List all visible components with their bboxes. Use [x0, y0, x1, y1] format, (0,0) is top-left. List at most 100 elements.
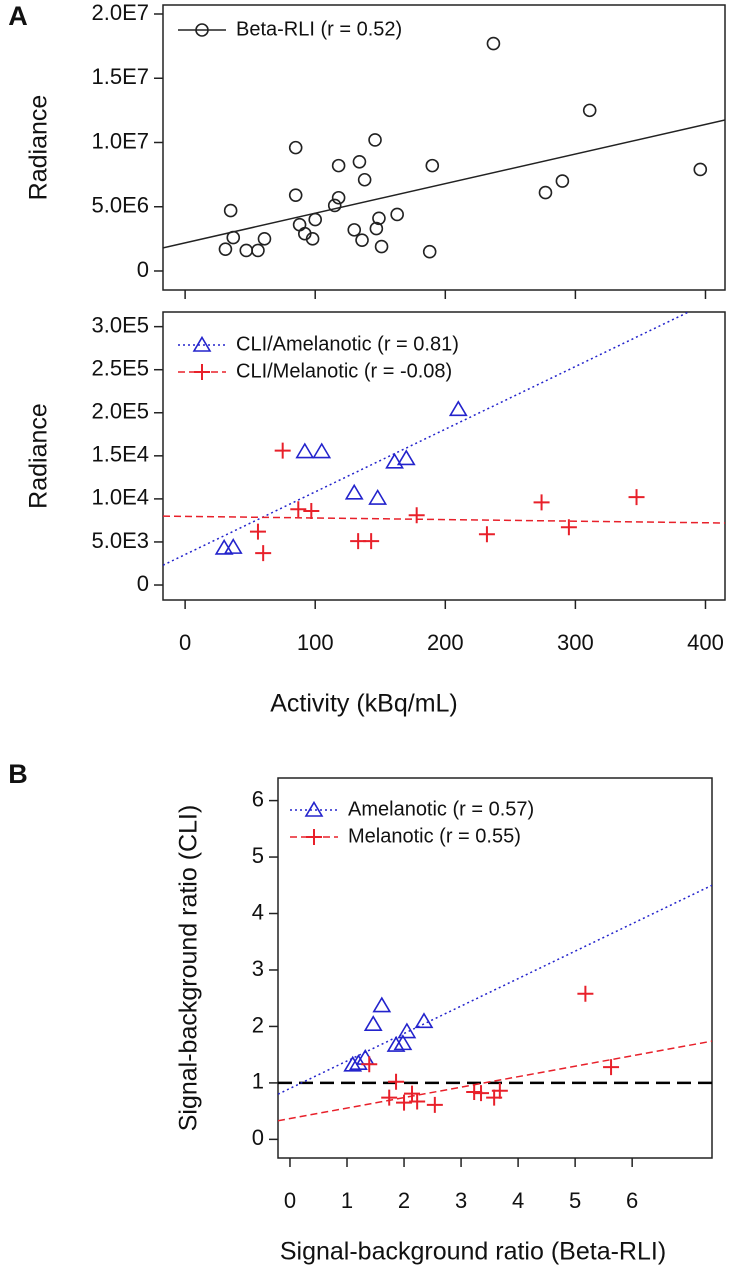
- point: [349, 1054, 368, 1070]
- point: [603, 1059, 620, 1076]
- point: [352, 154, 367, 169]
- point: [408, 507, 425, 524]
- x-tick-label: 1: [341, 1188, 353, 1213]
- x-tick-label: 3: [455, 1188, 467, 1213]
- point: [303, 502, 320, 519]
- x-tick-label: 6: [626, 1188, 638, 1213]
- x-axis-label: Signal-background ratio (Beta-RLI): [280, 1238, 666, 1266]
- y-tick-label: 2.0E5: [92, 399, 150, 424]
- legend-marker: [192, 335, 212, 352]
- point: [426, 1096, 443, 1113]
- x-tick-label: 200: [427, 630, 464, 655]
- point: [409, 1093, 426, 1110]
- y-tick-label: 0: [252, 1125, 264, 1150]
- point: [396, 449, 416, 466]
- point: [478, 526, 495, 543]
- point: [374, 239, 389, 254]
- legend-label: Melanotic (r = 0.55): [348, 825, 521, 847]
- point: [363, 533, 380, 550]
- point: [214, 538, 234, 555]
- point: [355, 233, 369, 247]
- point: [414, 1012, 434, 1029]
- point: [327, 198, 342, 213]
- point: [368, 488, 388, 505]
- point: [582, 103, 597, 118]
- x-tick-label: 100: [297, 630, 334, 655]
- point: [290, 501, 307, 518]
- point: [251, 243, 265, 258]
- point: [357, 172, 372, 187]
- legend-label: Beta-RLI (r = 0.52): [236, 18, 402, 40]
- x-tick-label: 5: [569, 1188, 581, 1213]
- legend-marker: [195, 23, 209, 37]
- point: [249, 523, 266, 540]
- panel-label: B: [8, 759, 28, 789]
- fit-line: [163, 312, 689, 566]
- point: [372, 211, 386, 226]
- point: [372, 996, 392, 1013]
- y-tick-label: 4: [252, 899, 264, 924]
- point: [422, 244, 437, 259]
- point: [425, 158, 440, 173]
- fit-line: [163, 119, 725, 249]
- point: [368, 133, 382, 147]
- x-tick-label: 4: [512, 1188, 524, 1213]
- point: [347, 223, 362, 237]
- y-tick-label: 1.0E4: [92, 485, 150, 510]
- legend-label: CLI/Amelanotic (r = 0.81): [236, 333, 459, 355]
- point: [538, 185, 553, 200]
- plot-frame: [277, 777, 713, 1159]
- y-tick-label: 3.0E5: [92, 312, 150, 337]
- y-tick-label: 3: [252, 956, 264, 981]
- point: [466, 1083, 483, 1100]
- legend-label: CLI/Melanotic (r = -0.08): [236, 360, 452, 382]
- y-tick-label: 0: [137, 257, 149, 282]
- y-tick-label: 1.5E7: [92, 64, 150, 89]
- point: [288, 188, 303, 202]
- legend-marker: [306, 829, 322, 845]
- y-tick-label: 1.5E4: [92, 442, 150, 467]
- point: [577, 985, 594, 1002]
- point: [305, 232, 320, 246]
- y-axis-label: Signal-background ratio (CLI): [175, 805, 203, 1132]
- point: [288, 140, 303, 155]
- y-tick-label: 5.0E6: [92, 193, 150, 218]
- x-tick-label: 0: [179, 630, 191, 655]
- point: [343, 1055, 363, 1072]
- point: [533, 494, 550, 511]
- y-tick-label: 1.0E7: [92, 128, 150, 153]
- y-tick-label: 0: [137, 571, 149, 596]
- point: [397, 1022, 417, 1039]
- point: [226, 230, 241, 245]
- point: [448, 400, 468, 417]
- plot-frame: [162, 4, 726, 291]
- point: [693, 162, 708, 177]
- point: [308, 212, 323, 227]
- point: [369, 221, 384, 236]
- y-tick-label: 6: [252, 786, 264, 811]
- point: [385, 452, 404, 469]
- point: [386, 1036, 406, 1052]
- point: [239, 243, 254, 258]
- fit-line: [278, 1040, 712, 1122]
- point: [312, 442, 332, 459]
- point: [223, 203, 238, 218]
- point: [257, 232, 272, 246]
- point: [223, 538, 243, 554]
- y-tick-label: 5.0E3: [92, 528, 150, 553]
- x-tick-label: 400: [687, 630, 724, 655]
- y-axis-label: Radiance: [25, 95, 53, 201]
- y-tick-label: 2: [252, 1012, 264, 1037]
- point: [628, 489, 645, 506]
- x-tick-label: 300: [557, 630, 594, 655]
- y-tick-label: 5: [252, 843, 264, 868]
- point: [361, 1056, 378, 1073]
- point: [274, 442, 291, 459]
- point: [390, 207, 404, 222]
- point: [491, 1082, 508, 1099]
- x-tick-label: 2: [398, 1188, 410, 1213]
- point: [486, 36, 501, 51]
- panel-label: A: [8, 1, 28, 31]
- y-axis-label: Radiance: [25, 403, 53, 509]
